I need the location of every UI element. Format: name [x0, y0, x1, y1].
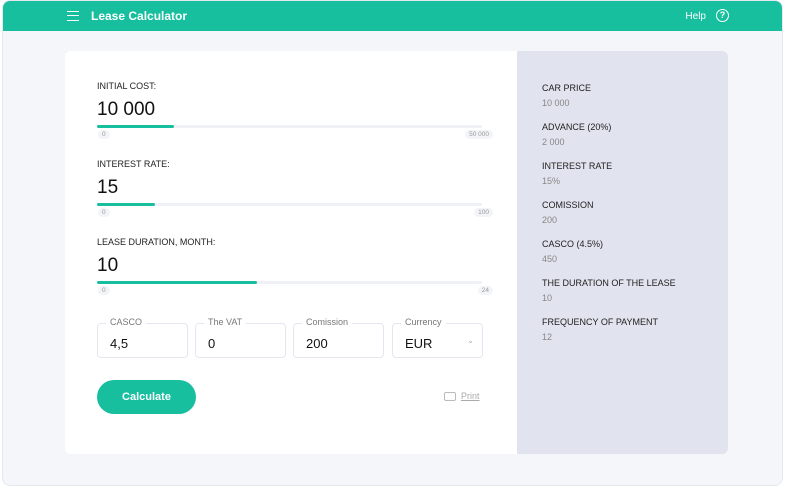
slider-max: 100 [474, 208, 493, 217]
header: Lease Calculator Help ? [3, 1, 782, 31]
summary-label: THE DURATION OF THE LEASE [542, 278, 676, 288]
vat-field[interactable]: The VAT 0 [195, 317, 286, 358]
currency-select[interactable]: Currency EUR ⌄ [392, 317, 483, 358]
slider-fill[interactable] [97, 203, 155, 206]
slider-label: INITIAL COST: [97, 81, 157, 91]
app-title: Lease Calculator [91, 9, 188, 23]
comission-field[interactable]: Comission 200 [293, 317, 384, 358]
casco-field[interactable]: CASCO 4,5 [97, 317, 188, 358]
currency-label: Currency [401, 317, 446, 327]
summary-label: COMISSION [542, 200, 594, 210]
summary-value: 10 000 [542, 98, 570, 108]
summary-label: CAR PRICE [542, 83, 592, 93]
vat-value: 0 [208, 336, 216, 351]
help-link[interactable]: Help [685, 11, 706, 22]
summary-value: 15% [542, 176, 561, 186]
menu-icon[interactable] [67, 11, 79, 21]
summary-value: 200 [542, 215, 558, 225]
slider-track[interactable] [97, 281, 482, 284]
slider-value[interactable]: 10 [97, 255, 119, 276]
slider-value[interactable]: 10 000 [97, 99, 156, 120]
comission-value: 200 [306, 336, 328, 351]
slider-fill[interactable] [97, 125, 174, 128]
slider-value[interactable]: 15 [97, 177, 119, 198]
summary-label: INTEREST RATE [542, 161, 613, 171]
comission-label: Comission [302, 317, 353, 327]
chevron-down-icon: ⌄ [467, 336, 474, 345]
summary-value: 10 [542, 293, 553, 303]
slider-label: INTEREST RATE: [97, 159, 170, 169]
slider-track[interactable] [97, 203, 482, 206]
calculate-button[interactable]: Calculate [97, 380, 196, 414]
slider-max: 24 [477, 286, 493, 295]
print-link[interactable]: Print [461, 391, 480, 401]
slider-max: 50 000 [465, 130, 493, 139]
printer-icon[interactable] [444, 392, 456, 401]
slider-label: LEASE DURATION, MONTH: [97, 237, 216, 247]
casco-label: CASCO [106, 317, 147, 327]
help-icon[interactable]: ? [716, 9, 729, 22]
slider-fill[interactable] [97, 281, 258, 284]
summary-label: ADVANCE (20%) [542, 122, 612, 132]
summary-label: CASCO (4.5%) [542, 239, 604, 249]
slider-min: 0 [98, 208, 110, 217]
slider-min: 0 [98, 286, 110, 295]
summary-value: 2 000 [542, 137, 565, 147]
slider-track[interactable] [97, 125, 482, 128]
currency-value: EUR [405, 336, 433, 351]
vat-label: The VAT [204, 317, 247, 327]
summary-value: 12 [542, 332, 553, 342]
casco-value: 4,5 [110, 336, 129, 351]
summary-value: 450 [542, 254, 558, 264]
calculator-card: INITIAL COST: 10 000 0 50 000 INTEREST RA… [65, 51, 728, 454]
slider-min: 0 [98, 130, 110, 139]
summary-label: FREQUENCY OF PAYMENT [542, 317, 659, 327]
summary-panel: CAR PRICE 10 000 ADVANCE (20%) 2 000 INTER… [517, 51, 728, 454]
